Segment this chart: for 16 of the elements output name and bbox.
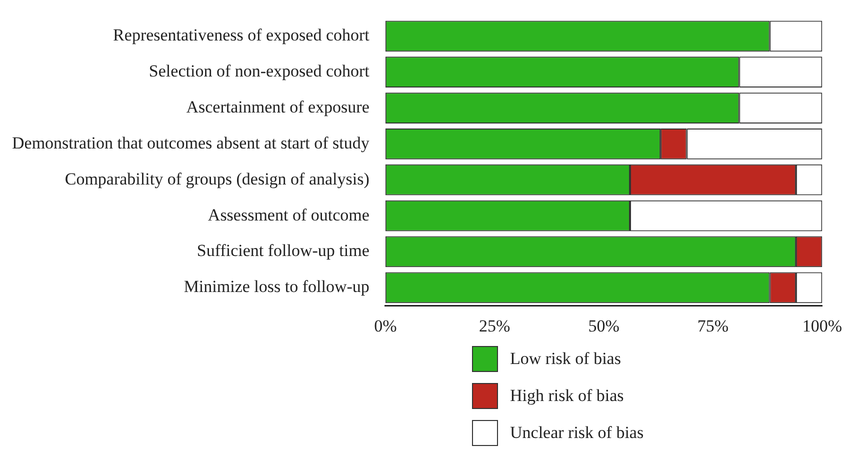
y-tick-label: Minimize loss to follow-up bbox=[184, 277, 370, 296]
text: Low risk of bias bbox=[510, 349, 621, 369]
y-tick-label: Representativeness of exposed cohort bbox=[113, 26, 370, 45]
legend-label: High risk of bias bbox=[510, 386, 624, 406]
y-tick-label: Selection of non-exposed cohort bbox=[148, 62, 370, 81]
x-tick-label: 25% bbox=[479, 316, 510, 336]
y-tick-label: Assessment of outcome bbox=[208, 205, 370, 224]
y-tick-label: Demonstration that outcomes absent at start of study bbox=[12, 133, 370, 152]
y-tick-label: Comparability of groups (design of analysis) bbox=[64, 169, 370, 188]
x-tick-label: 50% bbox=[588, 316, 620, 336]
x-tick-label: 100% bbox=[802, 316, 842, 336]
x-tick-label: 75% bbox=[697, 316, 729, 336]
y-tick-label: Ascertainment of exposure bbox=[186, 97, 370, 116]
x-tick-label: 0% bbox=[374, 316, 397, 336]
y-tick-label: Sufficient follow-up time bbox=[196, 241, 370, 260]
legend-label: Unclear risk of bias bbox=[510, 423, 644, 443]
